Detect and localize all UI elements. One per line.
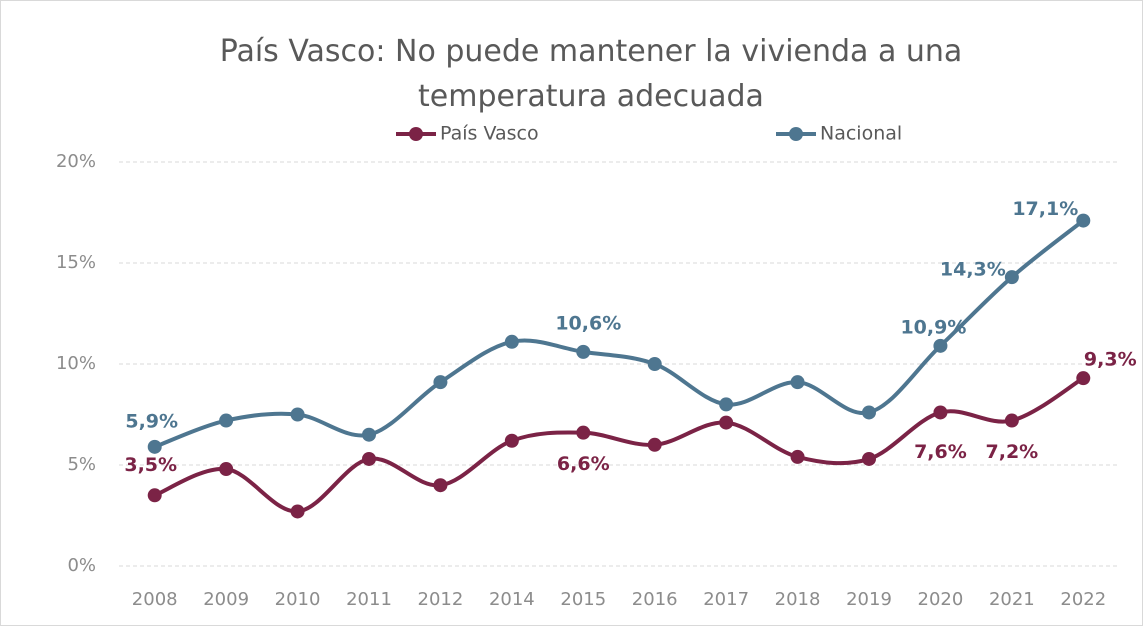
data-point [933,338,948,353]
data-label: 10,9% [900,316,966,338]
x-tick-label: 2008 [132,589,178,610]
data-point [576,425,591,440]
y-tick-label: 0% [67,555,96,576]
data-label: 10,6% [555,312,621,334]
data-point [290,504,305,519]
data-point [719,415,734,430]
data-point [1004,413,1019,428]
data-point [719,397,734,412]
data-point [790,449,805,464]
data-label: 6,6% [557,453,610,475]
data-point [290,407,305,422]
data-label: 17,1% [1012,198,1078,220]
data-point [147,488,162,503]
data-point [1076,213,1091,228]
data-point [1076,371,1091,386]
x-tick-label: 2017 [703,589,749,610]
x-tick-label: 2022 [1060,589,1106,610]
x-tick-label: 2016 [632,589,678,610]
legend-label: País Vasco [440,123,539,145]
x-tick-label: 2021 [989,589,1035,610]
legend-marker [789,127,803,141]
x-tick-label: 2018 [775,589,821,610]
x-tick-label: 2015 [560,589,606,610]
data-label: 9,3% [1084,349,1137,371]
x-tick-label: 2011 [346,589,392,610]
data-point [647,357,662,371]
y-tick-label: 5% [67,454,96,475]
data-point [433,478,448,493]
data-point [147,439,162,454]
data-label: 7,2% [986,441,1039,463]
legend-label: Nacional [820,123,902,145]
x-tick-label: 2019 [846,589,892,610]
data-point [504,433,519,448]
x-tick-label: 2020 [918,589,964,610]
data-point [862,451,876,466]
data-point [362,451,376,466]
y-tick-label: 10% [56,353,96,374]
data-point [862,405,876,420]
data-point [362,427,376,442]
data-label: 7,6% [914,441,967,463]
data-label: 14,3% [940,259,1006,281]
x-tick-label: 2010 [275,589,321,610]
data-label: 3,5% [124,454,177,476]
y-tick-label: 15% [56,252,96,273]
x-tick-label: 2012 [418,589,464,610]
data-point [219,462,234,477]
chart-title: País Vasco: No puede mantener la viviend… [219,34,963,114]
x-tick-label: 2009 [203,589,249,610]
data-point [504,334,519,349]
series-line [153,376,1085,514]
legend-marker [409,127,423,141]
x-tick-label: 2014 [489,589,535,610]
data-point [790,375,805,390]
data-point [433,375,448,390]
data-point [576,344,591,359]
data-point [219,413,234,428]
y-tick-label: 20% [56,151,96,172]
data-point [933,405,948,420]
data-point [1004,270,1019,285]
data-point [647,437,662,452]
data-label: 5,9% [125,410,178,432]
